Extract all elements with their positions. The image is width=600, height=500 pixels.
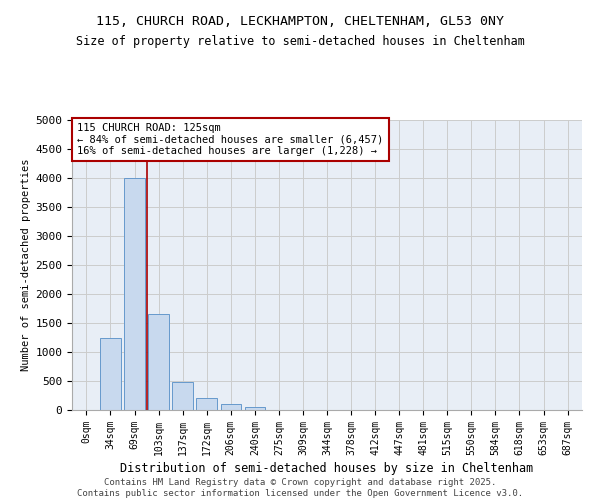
Text: 115, CHURCH ROAD, LECKHAMPTON, CHELTENHAM, GL53 0NY: 115, CHURCH ROAD, LECKHAMPTON, CHELTENHA… — [96, 15, 504, 28]
Bar — [100, 338, 121, 410]
Bar — [148, 314, 169, 410]
X-axis label: Distribution of semi-detached houses by size in Cheltenham: Distribution of semi-detached houses by … — [121, 462, 533, 475]
Text: Size of property relative to semi-detached houses in Cheltenham: Size of property relative to semi-detach… — [76, 35, 524, 48]
Bar — [245, 407, 265, 410]
Bar — [221, 404, 241, 410]
Text: Contains HM Land Registry data © Crown copyright and database right 2025.
Contai: Contains HM Land Registry data © Crown c… — [77, 478, 523, 498]
Y-axis label: Number of semi-detached properties: Number of semi-detached properties — [21, 159, 31, 371]
Text: 115 CHURCH ROAD: 125sqm
← 84% of semi-detached houses are smaller (6,457)
16% of: 115 CHURCH ROAD: 125sqm ← 84% of semi-de… — [77, 123, 383, 156]
Bar — [124, 178, 145, 410]
Bar — [196, 398, 217, 410]
Bar — [172, 382, 193, 410]
